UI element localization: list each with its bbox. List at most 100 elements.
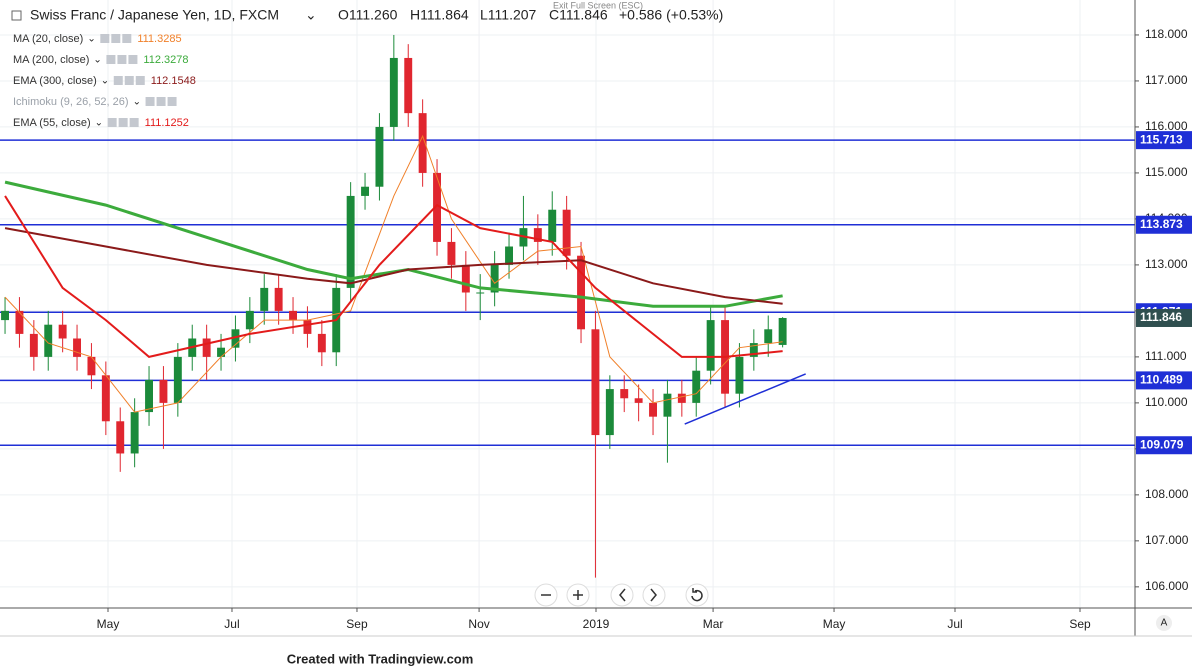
candle-body: [389, 57, 398, 127]
candle-body: [145, 379, 153, 413]
indicator-button[interactable]: [135, 76, 145, 85]
x-tick-label: Sep: [1069, 617, 1091, 631]
x-tick-label: Mar: [703, 617, 724, 631]
last-price-label: 111.846: [1140, 310, 1182, 324]
y-tick-label: 111.000: [1145, 349, 1187, 363]
candle-body: [620, 389, 629, 399]
indicator-button[interactable]: [145, 97, 155, 106]
indicator-button[interactable]: [156, 97, 166, 106]
indicator-button[interactable]: [117, 55, 127, 64]
chevron[interactable]: ⌄: [305, 7, 317, 23]
candle-body: [87, 356, 96, 376]
candle-body: [1, 310, 9, 321]
indicator-button[interactable]: [113, 76, 123, 85]
chevron: ⌄: [95, 118, 103, 129]
candle-body: [505, 246, 513, 265]
y-tick-label: 115.000: [1145, 165, 1188, 179]
scroll-right-button[interactable]: [642, 583, 666, 607]
indicator-name: MA (20, close): [13, 33, 83, 45]
candle-body: [15, 310, 24, 334]
ohlc-change: +0.586 (+0.53%): [619, 7, 723, 23]
zoom-controls: [534, 583, 709, 607]
y-tick-label: 107.000: [1145, 533, 1189, 547]
footer: Created with Tradingview.com: [287, 651, 474, 666]
y-tick-label: 108.000: [1145, 487, 1189, 501]
indicator-button[interactable]: [128, 55, 138, 64]
candle-body: [447, 241, 456, 265]
auto-scale-button[interactable]: [1156, 615, 1172, 631]
candle-body: [231, 329, 240, 348]
candle-body: [418, 113, 427, 173]
indicator-button[interactable]: [106, 55, 116, 64]
indicator-button[interactable]: [118, 118, 128, 127]
ohlc-close: C111.846: [549, 7, 608, 23]
indicator-legend: MA (20, close) ⌄ 111.3285 MA (200, close) ⌄ 1…: [13, 33, 196, 129]
chevron: ⌄: [93, 55, 101, 66]
candle-body: [476, 292, 485, 294]
ohlc-high: H111.864: [410, 7, 469, 23]
indicator-button[interactable]: [111, 34, 121, 43]
indicator-name: EMA (300, close): [13, 75, 97, 87]
candle-body: [634, 398, 643, 403]
x-tick-label: Nov: [468, 617, 489, 631]
x-tick-label: 2019: [583, 617, 610, 631]
candle-body: [605, 389, 614, 436]
indicator-line: [4, 134, 783, 413]
indicator-name: EMA (55, close): [13, 117, 91, 129]
reset-button[interactable]: [685, 583, 709, 607]
chevron: ⌄: [87, 34, 95, 45]
plot-area: [0, 0, 1135, 608]
y-tick-label: 110.000: [1145, 395, 1188, 409]
indicator-button[interactable]: [167, 97, 177, 106]
candle-body: [217, 347, 225, 357]
candle-body: [577, 255, 585, 330]
chevron: ⌄: [101, 76, 109, 87]
indicator-value: 112.1548: [151, 75, 196, 87]
candle-body: [404, 57, 413, 114]
candle-body: [778, 317, 787, 345]
reset-icon: [691, 588, 703, 602]
candle-body: [29, 333, 38, 357]
ohlc-open: O111.260: [338, 7, 398, 23]
candle-body: [433, 172, 441, 242]
level-label: 113.873: [1140, 217, 1183, 231]
y-tick-label: 106.000: [1145, 579, 1189, 593]
candle-body: [245, 310, 254, 330]
candle-body: [562, 209, 571, 256]
candle-body: [764, 329, 773, 344]
candle-body: [173, 356, 182, 403]
ohlc-low: L111.207: [480, 7, 537, 23]
indicator-button[interactable]: [100, 34, 110, 43]
candle-body: [159, 379, 168, 403]
indicator-button[interactable]: [122, 34, 132, 43]
indicator-line: [4, 227, 783, 305]
scroll-left-button[interactable]: [610, 583, 634, 607]
indicator-button[interactable]: [107, 118, 117, 127]
candle-body: [548, 209, 557, 242]
x-tick-label: Sep: [346, 617, 368, 631]
candle-body: [461, 264, 470, 293]
level-label-box: [1136, 436, 1192, 455]
candle-body: [677, 393, 686, 403]
collapse-icon[interactable]: [11, 10, 22, 21]
candle-body: [289, 310, 297, 321]
y-tick-label: 118.000: [1145, 27, 1188, 41]
candle-body: [116, 421, 125, 454]
indicator-value: 112.3278: [143, 54, 188, 66]
symbol-title: Swiss Franc / Japanese Yen, 1D, FXCM: [30, 7, 279, 23]
level-label-box: [1136, 215, 1192, 234]
candle-body: [73, 338, 81, 357]
candle-body: [663, 393, 672, 417]
candle-body: [274, 287, 283, 311]
candle-body: [101, 375, 110, 422]
y-tick-label: 113.000: [1145, 257, 1188, 271]
candle-body: [749, 343, 758, 357]
y-tick-label: 117.000: [1145, 73, 1188, 87]
plus-icon: [573, 590, 583, 600]
indicator-button[interactable]: [129, 118, 139, 127]
indicator-button[interactable]: [124, 76, 134, 85]
candle-body: [706, 320, 715, 371]
x-tick-label: May: [823, 617, 846, 631]
candle-body: [303, 320, 312, 334]
